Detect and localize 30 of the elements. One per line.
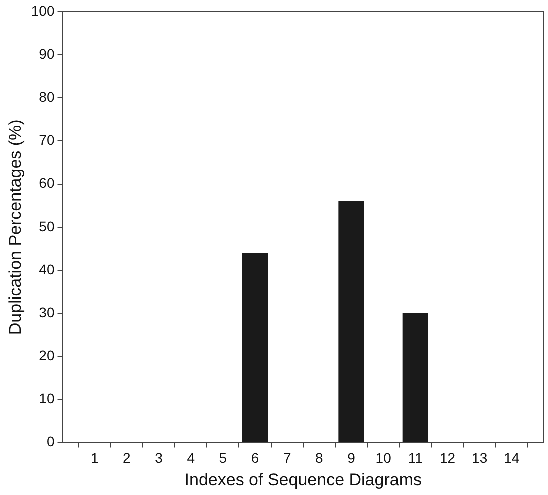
x-axis-title: Indexes of Sequence Diagrams — [184, 470, 422, 490]
x-tick-label: 3 — [155, 450, 164, 466]
y-tick-label: 90 — [39, 46, 55, 62]
y-tick-label: 30 — [39, 304, 55, 320]
bar — [402, 314, 428, 442]
x-tick-label: 13 — [472, 450, 488, 466]
y-tick-label: 100 — [31, 2, 55, 19]
x-tick-label: 12 — [440, 450, 456, 466]
x-tick-label: 2 — [123, 450, 132, 466]
x-tick-label: 7 — [283, 450, 292, 466]
y-axis-title: Duplication Percentages (%) — [6, 120, 25, 336]
y-tick-label: 60 — [39, 175, 55, 192]
y-tick-label: 80 — [39, 89, 55, 106]
y-tick-label: 20 — [39, 348, 55, 364]
x-tick-label: 9 — [348, 450, 356, 466]
y-tick-label: 10 — [39, 390, 55, 407]
x-tick-label: 8 — [316, 450, 324, 466]
y-tick-label: 40 — [39, 261, 55, 278]
x-tick-label: 4 — [187, 450, 196, 466]
x-tick-label: 1 — [90, 450, 99, 466]
y-tick-label: 50 — [39, 218, 55, 234]
y-tick-label: 70 — [39, 132, 55, 148]
bar — [338, 202, 364, 442]
bar — [242, 253, 268, 442]
x-tick-label: 14 — [504, 450, 520, 466]
x-tick-label: 5 — [219, 450, 228, 466]
x-tick-label: 6 — [251, 450, 260, 466]
y-tick-label: 0 — [46, 434, 55, 450]
x-tick-label: 11 — [408, 450, 424, 466]
x-tick-label: 10 — [376, 450, 392, 466]
